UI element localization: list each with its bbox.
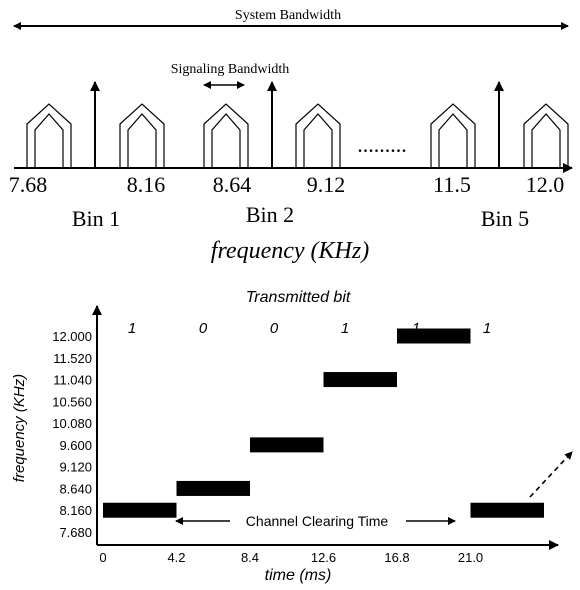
freq-label-9-12: 9.12	[307, 172, 346, 197]
frequency-segment	[176, 480, 250, 496]
x-tick-label: 4.2	[167, 550, 185, 565]
chart-title: Transmitted bit	[246, 289, 351, 306]
ellipsis-dots: .........	[357, 132, 407, 157]
frequency-segment	[250, 437, 324, 453]
pulse-shape	[295, 103, 341, 168]
freq-label-7-68: 7.68	[9, 172, 48, 197]
pulse-shape	[119, 103, 165, 168]
x-tick-labels: 0 4.2 8.4 12.6 16.8 21.0	[99, 550, 483, 565]
pulse-shape	[203, 103, 249, 168]
bin-label-2: Bin 2	[246, 202, 294, 227]
y-tick-label: 11.040	[53, 373, 92, 388]
x-tick-label: 8.4	[241, 550, 259, 565]
bin-label-5: Bin 5	[481, 206, 529, 231]
y-tick-label: 9.600	[59, 438, 92, 453]
transmitted-bit: 1	[341, 320, 349, 337]
y-tick-labels: 12.000 11.520 11.040 10.560 10.080 9.600 9.120…	[52, 329, 92, 540]
freq-label-11-5: 11.5	[433, 172, 471, 197]
frequency-axis-label: frequency (KHz)	[211, 238, 369, 264]
pulse-shape	[523, 103, 569, 168]
frequency-segment	[470, 502, 544, 518]
x-tick-label: 16.8	[384, 550, 409, 565]
y-tick-label: 8.160	[59, 503, 92, 518]
continuation-dashed-arrow	[529, 451, 573, 498]
pulse-shape	[430, 103, 476, 168]
frequency-segment	[323, 372, 397, 388]
tone-pulses	[26, 103, 569, 168]
y-tick-label: 7.680	[59, 525, 92, 540]
transmitted-bit: 1	[128, 320, 136, 337]
system-bandwidth-label: System Bandwidth	[235, 8, 341, 23]
y-tick-label: 10.080	[52, 416, 92, 431]
y-tick-label: 10.560	[52, 394, 92, 409]
frequency-segments	[103, 328, 544, 518]
freq-label-8-16: 8.16	[127, 172, 166, 197]
x-tick-label: 0	[99, 550, 106, 565]
y-tick-label: 12.000	[52, 329, 92, 344]
x-tick-label: 12.6	[311, 550, 336, 565]
channel-clearing-time-label: Channel Clearing Time	[246, 513, 389, 529]
y-tick-label: 9.120	[59, 460, 92, 475]
y-axis-label: frequency (KHz)	[11, 374, 28, 482]
y-tick-label: 8.640	[59, 481, 92, 496]
freq-label-12-0: 12.0	[526, 172, 565, 197]
x-axis-label: time (ms)	[265, 567, 332, 584]
tone-arrows	[90, 81, 504, 168]
signaling-bandwidth-label: Signaling Bandwidth	[171, 62, 290, 77]
frequency-segment	[397, 328, 471, 344]
frequency-segment	[103, 502, 177, 518]
transmitted-bit: 0	[270, 320, 279, 337]
transmitted-bit: 0	[199, 320, 208, 337]
transmitted-bit: 1	[483, 320, 491, 337]
y-tick-label: 11.520	[53, 351, 92, 366]
x-tick-label: 21.0	[458, 550, 483, 565]
bin-label-1: Bin 1	[72, 206, 120, 231]
freq-label-8-64: 8.64	[213, 172, 252, 197]
pulse-shape	[26, 103, 72, 168]
